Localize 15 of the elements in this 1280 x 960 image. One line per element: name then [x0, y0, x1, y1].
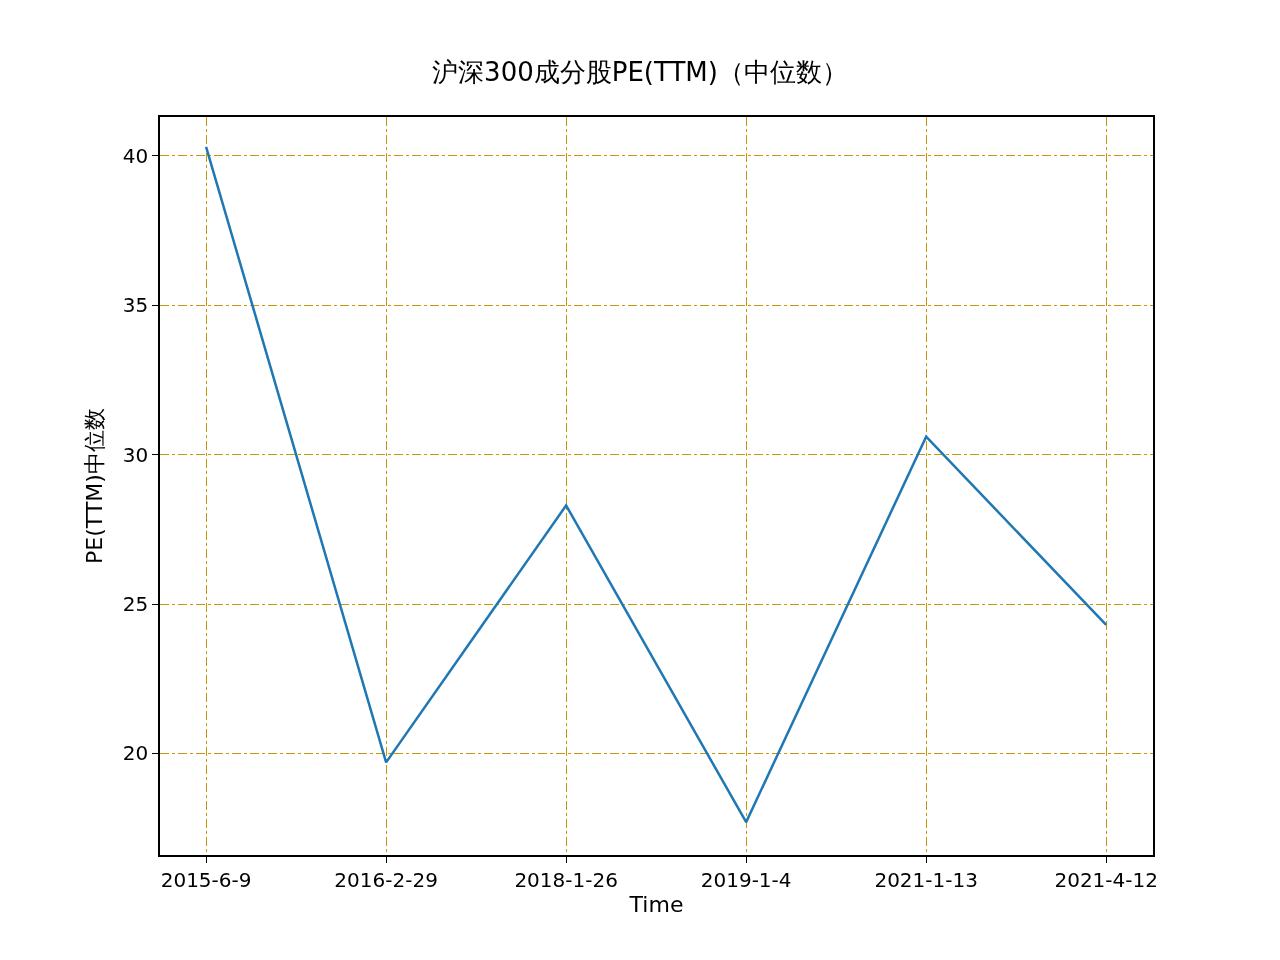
x-tick-label: 2021-1-13: [874, 867, 978, 892]
x-tick-label: 2019-1-4: [700, 867, 792, 892]
y-tick-label: 20: [122, 741, 149, 766]
y-axis-title: PE(TTM)中位数: [82, 408, 108, 564]
y-tick-label: 35: [122, 293, 149, 318]
x-tick-label: 2018-1-26: [514, 867, 618, 892]
y-tick-label: 25: [122, 592, 149, 617]
chart-title: 沪深300成分股PE(TTM)（中位数）: [432, 56, 848, 87]
x-tick-label: 2016-2-29: [334, 867, 438, 892]
y-tick-label: 40: [122, 143, 149, 168]
x-axis-title: Time: [628, 892, 684, 918]
x-tick-label: 2015-6-9: [160, 867, 252, 892]
line-series: [204, 145, 1108, 824]
y-tick-label: 30: [122, 442, 149, 467]
x-tick-label: 2021-4-12: [1054, 867, 1158, 892]
